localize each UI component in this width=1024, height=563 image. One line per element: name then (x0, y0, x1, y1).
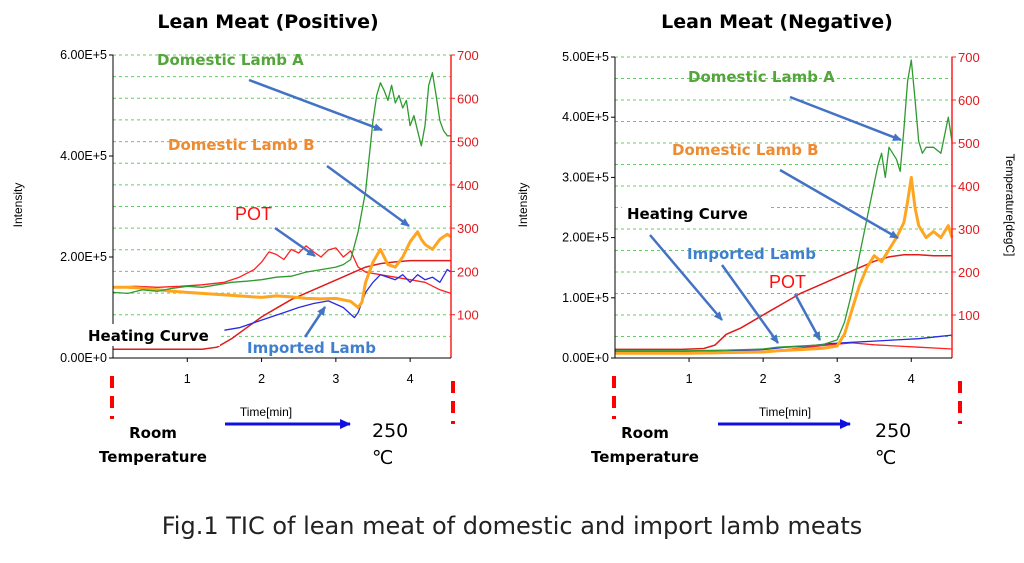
room-temperature-label: Room Temperature (591, 424, 699, 466)
x-tick-label: 2 (760, 372, 767, 386)
y2-tick-label: 600 (958, 93, 980, 108)
y2-tick-label: 400 (958, 179, 980, 194)
x-tick-label: 4 (908, 372, 915, 386)
arrow-heating-curve (649, 234, 723, 321)
y2-axis-ticks: 100 200 300 400 500 600 700 (451, 48, 479, 323)
arrow-domestic-lamb-a (789, 95, 902, 142)
y-axis-label: Intensity (516, 183, 530, 228)
heating-label-bg (85, 324, 220, 346)
annotation-heating-curve: Heating Curve (88, 327, 209, 345)
y2-tick-label: 200 (958, 265, 980, 280)
x-tick-label: 3 (332, 372, 339, 386)
end-temperature-value: 250 (372, 420, 408, 442)
y2-tick-label: 100 (457, 308, 479, 323)
annotation-pot: POT (769, 272, 806, 292)
y2-tick-label: 600 (457, 91, 479, 106)
series-pot-line (112, 245, 452, 295)
grid (113, 54, 451, 337)
x-tick-label: 1 (184, 372, 191, 386)
y2-tick-label: 700 (457, 48, 479, 63)
annotation-domestic-lamb-b: Domestic Lamb B (672, 141, 819, 159)
y2-tick-label: 500 (457, 135, 479, 150)
series-lines (615, 59, 954, 355)
y-tick-label: 4.00E+5 (562, 110, 609, 124)
y2-axis-ticks: 100 200 300 400 500 600 700 (952, 50, 980, 323)
y-tick-label: 2.00E+5 (60, 250, 107, 264)
chart-positive: Lean Meat (Positive) 0.00E+0 2.00E+5 4.00E… (11, 11, 479, 469)
arrow-pot (793, 293, 822, 341)
arrow-imported-lamb (720, 264, 780, 344)
annotation-heating-curve: Heating Curve (627, 205, 748, 223)
annotation-domestic-lamb-a: Domestic Lamb A (688, 68, 835, 86)
y-tick-label: 3.00E+5 (562, 170, 609, 184)
x-axis-label: Time[min] (759, 405, 811, 419)
x-tick-label: 2 (258, 372, 265, 386)
annotation-domestic-lamb-a: Domestic Lamb A (157, 51, 304, 69)
series-domestic-a-line (112, 72, 451, 295)
room-label-line2: Temperature (591, 448, 699, 466)
y-axis-label: Intensity (11, 183, 25, 228)
series-lines (112, 72, 452, 351)
x-tick-label: 1 (686, 372, 693, 386)
y2-tick-label: 300 (958, 222, 980, 237)
y-tick-label: 6.00E+5 (60, 48, 107, 62)
y-tick-label: 5.00E+5 (562, 50, 609, 64)
x-tick-label: 3 (834, 372, 841, 386)
figure-caption: Fig.1 TIC of lean meat of domestic and i… (161, 512, 863, 540)
y2-tick-label: 700 (958, 50, 980, 65)
chart-negative: Lean Meat (Negative) 0.00E+0 1.00E+5 2.00E… (516, 11, 1017, 469)
x-axis-ticks: 1 2 3 4 (686, 358, 915, 386)
heating-curve-line (615, 254, 952, 351)
heating-label-bg (622, 203, 770, 225)
arrow-domestic-lamb-b (326, 164, 410, 228)
end-temperature-value: 250 (875, 420, 911, 442)
y-axis-ticks: 0.00E+0 1.00E+5 2.00E+5 3.00E+5 4.00E+5 5.00E… (562, 50, 615, 365)
x-axis-ticks: 1 2 3 4 (184, 358, 414, 386)
y2-tick-label: 300 (457, 221, 479, 236)
series-domestic-a-line (615, 59, 953, 352)
annotation-imported-lamb: Imported Lamb (687, 245, 816, 263)
y2-axis-label: Temperature[degC] (1003, 154, 1017, 257)
room-temperature-label: Room Temperature (99, 424, 207, 466)
y-axis-ticks: 0.00E+0 2.00E+5 4.00E+5 6.00E+5 (60, 48, 113, 365)
y2-tick-label: 100 (958, 308, 980, 323)
x-axis-label: Time[min] (240, 405, 292, 419)
end-temperature-unit: ℃ (372, 447, 393, 469)
arrow-imported-lamb (303, 306, 327, 338)
grid (615, 56, 952, 337)
series-domestic-b-line (615, 175, 954, 355)
y-tick-label: 0.00E+0 (60, 351, 107, 365)
y-tick-label: 2.00E+5 (562, 231, 609, 245)
series-domestic-b-line (113, 230, 452, 309)
y2-tick-label: 200 (457, 264, 479, 279)
room-label-line2: Temperature (99, 448, 207, 466)
y-tick-label: 0.00E+0 (562, 351, 609, 365)
arrow-pot (274, 226, 316, 258)
annotation-imported-lamb: Imported Lamb (247, 339, 376, 357)
arrow-domestic-lamb-b (779, 168, 899, 240)
annotation-pot: POT (235, 204, 272, 224)
x-tick-label: 4 (407, 372, 414, 386)
room-label-line1: Room (129, 424, 177, 442)
y-tick-label: 1.00E+5 (562, 291, 609, 305)
chart-title: Lean Meat (Positive) (157, 11, 378, 33)
y2-tick-label: 500 (958, 136, 980, 151)
arrow-domestic-lamb-a (248, 78, 383, 132)
y-tick-label: 4.00E+5 (60, 149, 107, 163)
annotation-domestic-lamb-b: Domestic Lamb B (168, 136, 315, 154)
chart-title: Lean Meat (Negative) (661, 11, 893, 33)
series-imported-line (224, 268, 452, 331)
room-label-line1: Room (621, 424, 669, 442)
end-temperature-unit: ℃ (875, 447, 896, 469)
y2-tick-label: 400 (457, 178, 479, 193)
